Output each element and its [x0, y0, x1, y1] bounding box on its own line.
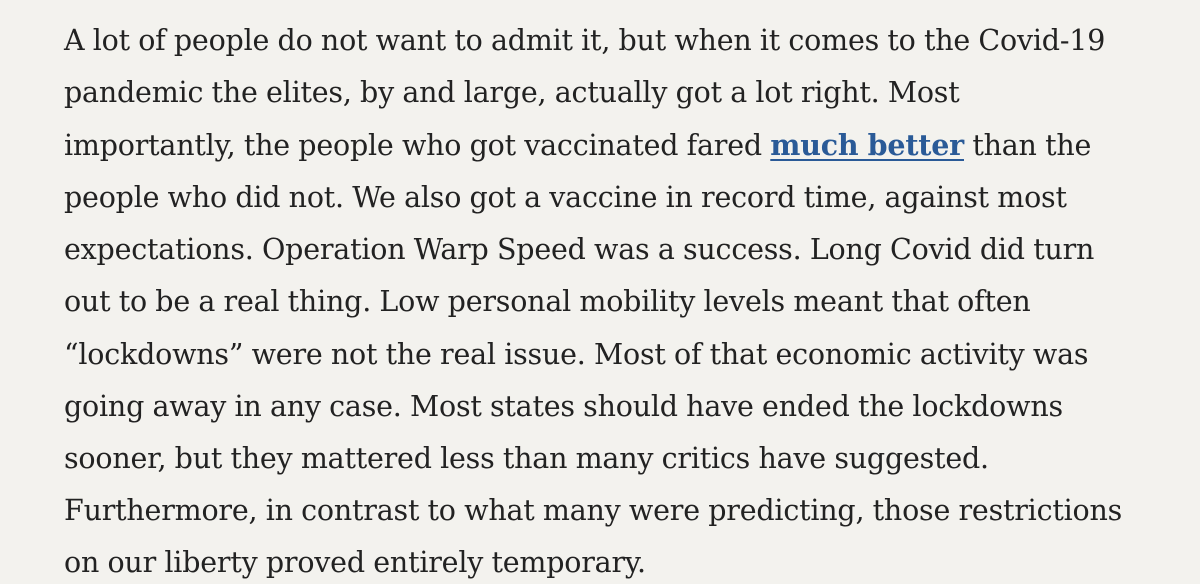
- paragraph-line-3-tail: than the: [964, 129, 1092, 163]
- paragraph-line-10: Furthermore, in contrast to what many we…: [64, 493, 1123, 527]
- paragraph-line-8: going away in any case. Most states shou…: [64, 389, 1063, 423]
- paragraph-line-3-text: importantly, the people who got vaccinat…: [64, 129, 762, 163]
- paragraph-line-1: A lot of people do not want to admit it,…: [64, 24, 1106, 57]
- paragraph-line-3: importantly, the people who got vaccinat…: [64, 119, 1144, 172]
- paragraph-line-11: on our liberty proved entirely temporary…: [64, 545, 646, 579]
- paragraph-line-6: out to be a real thing. Low personal mob…: [64, 285, 1031, 319]
- paragraph-line-2: pandemic the elites, by and large, actua…: [64, 76, 960, 110]
- paragraph-line-9: sooner, but they mattered less than many…: [64, 441, 989, 475]
- paragraph-line-5: expectations. Operation Warp Speed was a…: [64, 233, 1095, 267]
- much-better-link[interactable]: much better: [770, 128, 964, 163]
- paragraph-line-7: “lockdowns” were not the real issue. Mos…: [64, 337, 1089, 371]
- article-paragraph: A lot of people do not want to admit it,…: [64, 15, 1144, 584]
- paragraph-line-4: people who did not. We also got a vaccin…: [64, 181, 1067, 215]
